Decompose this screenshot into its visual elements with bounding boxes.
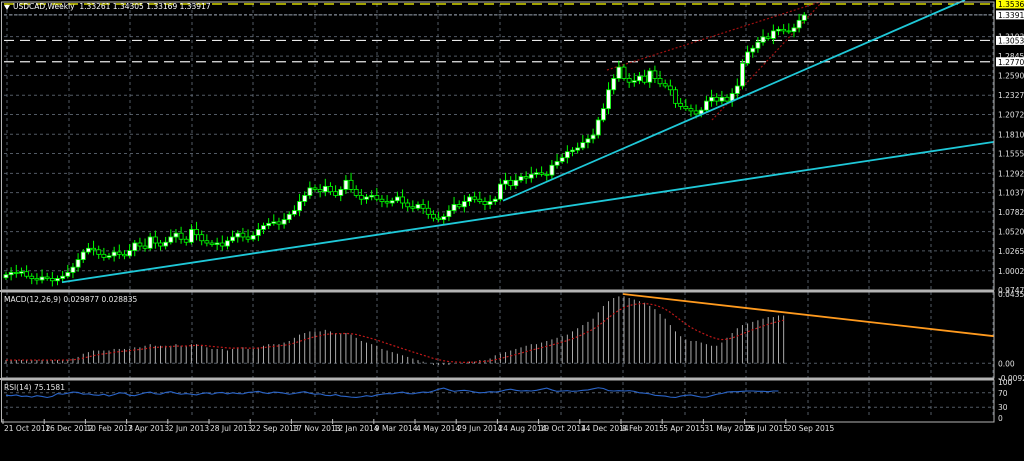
- svg-text:70: 70: [998, 389, 1008, 398]
- svg-text:12 Jan 2014: 12 Jan 2014: [334, 424, 379, 433]
- svg-text:9 Mar 2014: 9 Mar 2014: [375, 424, 418, 433]
- svg-text:29 Jun 2014: 29 Jun 2014: [457, 424, 502, 433]
- svg-text:16 Dec 2012: 16 Dec 2012: [45, 424, 93, 433]
- symbol-header: USDCAD,Weekly 1.33261 1.34305 1.33169 1.…: [4, 2, 211, 11]
- svg-text:1.07825: 1.07825: [998, 208, 1024, 217]
- svg-text:0.00: 0.00: [998, 359, 1015, 368]
- svg-text:1.27707: 1.27707: [998, 58, 1024, 67]
- svg-text:-0.00925: -0.00925: [998, 374, 1024, 383]
- svg-text:17 Nov 2013: 17 Nov 2013: [292, 424, 340, 433]
- svg-text:1.30536: 1.30536: [998, 36, 1024, 45]
- svg-text:8 Feb 2015: 8 Feb 2015: [622, 424, 664, 433]
- svg-text:21 Oct 2012: 21 Oct 2012: [4, 424, 51, 433]
- svg-text:1.25900: 1.25900: [998, 71, 1024, 80]
- svg-text:1.02650: 1.02650: [998, 247, 1024, 256]
- svg-text:1.23275: 1.23275: [998, 91, 1024, 100]
- price-channel: [606, 1, 823, 121]
- svg-text:20 Sep 2015: 20 Sep 2015: [787, 424, 835, 433]
- svg-text:1.18100: 1.18100: [998, 130, 1024, 139]
- svg-text:22 Sep 2013: 22 Sep 2013: [251, 424, 299, 433]
- symbol-label: USDCAD,Weekly: [13, 2, 75, 11]
- svg-text:1.15550: 1.15550: [998, 150, 1024, 159]
- pane-frames: [0, 1, 995, 423]
- svg-text:0: 0: [998, 414, 1003, 423]
- svg-text:28 Jul 2013: 28 Jul 2013: [210, 424, 253, 433]
- svg-text:1.20725: 1.20725: [998, 110, 1024, 119]
- macd-pane: [5, 293, 995, 365]
- svg-text:1.05200: 1.05200: [998, 228, 1024, 237]
- svg-text:1.12925: 1.12925: [998, 169, 1024, 178]
- svg-text:30: 30: [998, 403, 1008, 412]
- svg-text:1.33917: 1.33917: [998, 11, 1024, 20]
- svg-text:1.35362: 1.35362: [998, 0, 1024, 9]
- svg-text:1.10375: 1.10375: [998, 189, 1024, 198]
- svg-text:31 May 2015: 31 May 2015: [704, 424, 753, 433]
- price-axis: 1.353621.339171.310351.305361.284501.277…: [996, 0, 1024, 423]
- svg-text:100: 100: [998, 378, 1013, 387]
- rsi-title: RSI(14) 75.1581: [4, 383, 65, 392]
- candlestick-series: [3, 12, 807, 287]
- svg-text:2 Jun 2013: 2 Jun 2013: [169, 424, 210, 433]
- svg-text:1.00025: 1.00025: [998, 267, 1024, 276]
- svg-text:24 Aug 2014: 24 Aug 2014: [498, 424, 546, 433]
- ohlc-values: 1.33261 1.34305 1.33169 1.33917: [79, 2, 211, 11]
- svg-text:0.97475: 0.97475: [998, 286, 1024, 295]
- collapse-triangle-icon[interactable]: [4, 4, 10, 10]
- svg-text:19 Oct 2014: 19 Oct 2014: [540, 424, 587, 433]
- svg-text:14 Dec 2014: 14 Dec 2014: [581, 424, 629, 433]
- rsi-pane: [5, 387, 779, 399]
- svg-text:10 Feb 2013: 10 Feb 2013: [86, 424, 133, 433]
- horizontal-levels: [4, 3, 994, 63]
- macd-title: MACD(12,26,9) 0.029877 0.028835: [4, 295, 138, 304]
- svg-text:7 Apr 2013: 7 Apr 2013: [128, 424, 170, 433]
- svg-text:26 Jul 2015: 26 Jul 2015: [746, 424, 789, 433]
- svg-text:5 Apr 2015: 5 Apr 2015: [663, 424, 705, 433]
- svg-text:4 May 2014: 4 May 2014: [416, 424, 460, 433]
- svg-text:0.0435: 0.0435: [998, 290, 1024, 299]
- svg-text:1.28450: 1.28450: [998, 52, 1024, 61]
- trendlines[interactable]: [61, 0, 995, 284]
